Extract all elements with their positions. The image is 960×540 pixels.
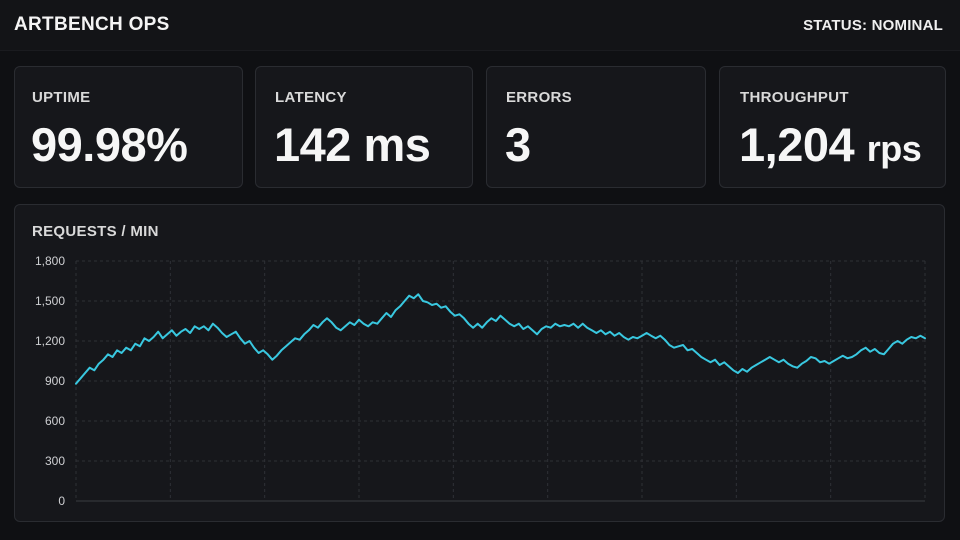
metric-label: ERRORS — [506, 89, 572, 106]
series-line — [75, 293, 926, 385]
top-bar: ARTBENCH OPS STATUS: NOMINAL — [0, 0, 960, 51]
y-tick-label: 1,200 — [35, 334, 65, 348]
metric-value: 142 ms — [274, 117, 431, 172]
metric-value: 1,204 rps — [739, 117, 922, 172]
metric-card-throughput: THROUGHPUT 1,204 rps — [719, 66, 946, 188]
y-tick-label: 0 — [58, 494, 65, 508]
requests-chart: 0 300 600 900 1,200 1,500 1,800 — [35, 254, 926, 508]
metric-label: LATENCY — [275, 89, 347, 106]
status-indicator: STATUS: NOMINAL — [803, 17, 943, 34]
y-tick-label: 1,800 — [35, 254, 65, 268]
metric-card-errors: ERRORS 3 — [486, 66, 706, 188]
metric-value: 99.98% — [31, 117, 188, 172]
chart-title: REQUESTS / MIN — [32, 223, 159, 240]
y-tick-label: 300 — [45, 454, 65, 468]
metric-number: 1,204 — [739, 118, 855, 171]
y-tick-label: 900 — [45, 374, 65, 388]
requests-chart-card: REQUESTS / MIN 0 300 600 900 1,200 1,500 1,800 — [14, 204, 945, 522]
metric-number: 3 — [505, 118, 531, 171]
metric-number: 142 ms — [274, 118, 431, 171]
y-tick-label: 1,500 — [35, 294, 65, 308]
metric-unit: rps — [866, 128, 922, 169]
y-tick-label: 600 — [45, 414, 65, 428]
metric-label: UPTIME — [32, 89, 91, 106]
metric-label: THROUGHPUT — [740, 89, 849, 106]
app-title: ARTBENCH OPS — [14, 14, 170, 35]
metric-card-latency: LATENCY 142 ms — [255, 66, 473, 188]
metric-number: 99.98% — [31, 118, 188, 171]
metric-card-uptime: UPTIME 99.98% — [14, 66, 243, 188]
metric-value: 3 — [505, 117, 531, 172]
